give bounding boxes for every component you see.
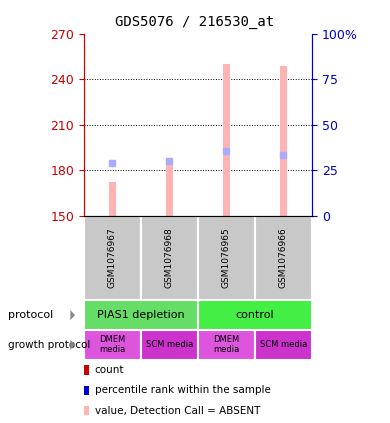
Polygon shape: [70, 310, 75, 320]
Bar: [255, 216, 312, 300]
Text: control: control: [236, 310, 274, 320]
Text: GSM1076968: GSM1076968: [165, 228, 174, 288]
Bar: [141, 216, 198, 300]
Text: value, Detection Call = ABSENT: value, Detection Call = ABSENT: [95, 406, 260, 416]
Bar: [84, 300, 198, 330]
Text: SCM media: SCM media: [146, 340, 193, 349]
Text: protocol: protocol: [8, 310, 53, 320]
Bar: [223, 64, 230, 216]
Bar: [141, 330, 198, 360]
Bar: [280, 66, 287, 216]
Text: GSM1076966: GSM1076966: [279, 228, 288, 288]
Text: GSM1076967: GSM1076967: [108, 228, 117, 288]
Bar: [109, 182, 116, 216]
Bar: [198, 216, 255, 300]
Text: percentile rank within the sample: percentile rank within the sample: [95, 385, 271, 396]
Bar: [255, 330, 312, 360]
Text: GSM1076965: GSM1076965: [222, 228, 231, 288]
Text: DMEM
media: DMEM media: [99, 335, 126, 354]
Bar: [84, 216, 141, 300]
Text: DMEM
media: DMEM media: [213, 335, 239, 354]
Polygon shape: [70, 340, 75, 350]
Text: PIAS1 depletion: PIAS1 depletion: [97, 310, 185, 320]
Text: growth protocol: growth protocol: [8, 340, 90, 350]
Text: SCM media: SCM media: [260, 340, 307, 349]
Bar: [198, 300, 312, 330]
Text: GDS5076 / 216530_at: GDS5076 / 216530_at: [115, 15, 275, 29]
Bar: [198, 330, 255, 360]
Bar: [84, 330, 141, 360]
Text: count: count: [95, 365, 124, 375]
Bar: [166, 164, 173, 216]
